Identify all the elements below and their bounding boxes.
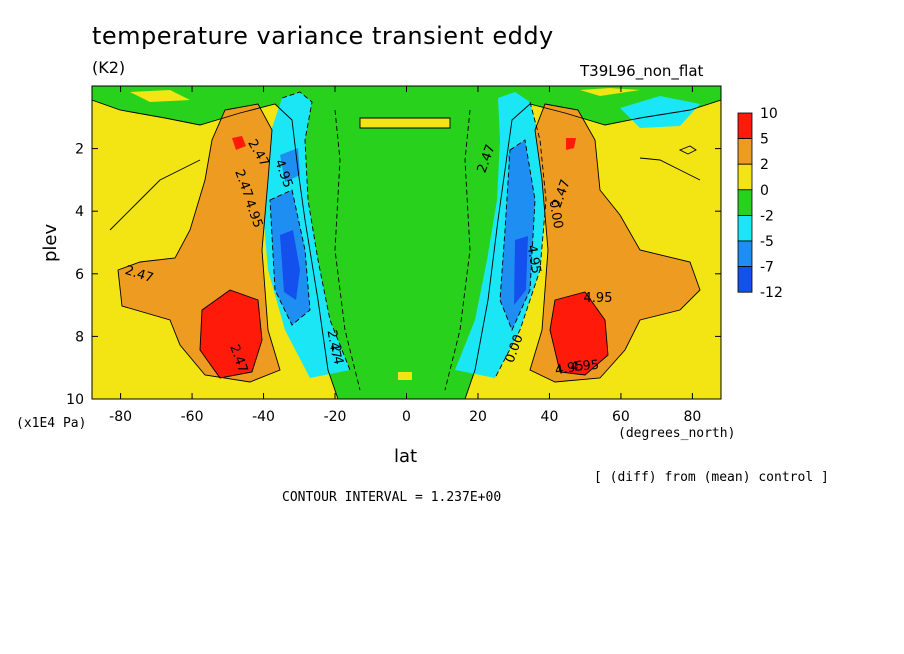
y-tick-label: 8: [75, 329, 84, 345]
y-tick-label: 4: [75, 204, 84, 220]
x-unit-label: (degrees_north): [618, 426, 736, 441]
green-region: [92, 86, 721, 399]
contour-label: 4.95: [570, 358, 600, 375]
colorbar-label: -7: [760, 260, 774, 276]
x-tick-label: -40: [252, 409, 275, 425]
chart-title: temperature variance transient eddy: [92, 22, 554, 50]
x-tick-label: 40: [541, 409, 559, 425]
colorbar-label: -12: [760, 285, 783, 301]
note-label: [ (diff) from (mean) control ]: [594, 470, 829, 485]
units-label: (K2): [92, 58, 126, 77]
x-tick-label: 60: [612, 409, 630, 425]
colorbar-swatch: [737, 266, 753, 293]
colorbar-label: 5: [760, 132, 769, 148]
contour-lines: [92, 91, 721, 399]
colorbar: 10 5 2 0 -2 -5 -7 -12: [737, 106, 783, 301]
colorbar-swatch: [737, 112, 753, 140]
contour-label: 2.47: [324, 329, 344, 360]
y-unit-label: (x1E4 Pa): [16, 416, 87, 431]
x-tick-label: 0: [402, 409, 411, 425]
contour-label: 0.00: [546, 199, 566, 230]
colorbar-label: 2: [760, 157, 769, 173]
contour-label: 4.95: [524, 244, 544, 275]
colorbar-label: 10: [760, 106, 778, 122]
contour-fill-layer: [92, 86, 721, 399]
colorbar-label: -5: [760, 234, 774, 250]
colorbar-label: 0: [760, 183, 769, 199]
x-axis: -80 -60 -40 -20 0 20 40 60 80: [109, 86, 701, 425]
colorbar-swatch: [737, 138, 753, 165]
colorbar-swatch: [737, 163, 753, 191]
y-axis-label: plev: [40, 223, 61, 262]
contour-interval-label: CONTOUR INTERVAL = 1.237E+00: [282, 490, 502, 505]
colorbar-swatch: [737, 214, 753, 242]
y-axis: 2 4 6 8 10: [66, 142, 721, 408]
x-tick-label: -80: [109, 409, 132, 425]
x-axis-label: lat: [394, 446, 418, 467]
x-tick-label: 20: [469, 409, 487, 425]
x-tick-label: -60: [181, 409, 204, 425]
y-tick-label: 10: [66, 392, 84, 408]
colorbar-swatch: [737, 240, 753, 268]
colorbar-label: -2: [760, 208, 774, 224]
run-label: T39L96_non_flat: [580, 62, 704, 80]
colorbar-swatch: [737, 189, 753, 216]
x-tick-label: 80: [683, 409, 701, 425]
y-tick-label: 6: [75, 267, 84, 283]
contour-label: 4.95: [584, 291, 613, 306]
y-tick-label: 2: [75, 142, 84, 158]
contour-label: 4.95: [554, 359, 585, 379]
contour-label: 2.4: [327, 343, 345, 366]
x-tick-label: -20: [324, 409, 347, 425]
